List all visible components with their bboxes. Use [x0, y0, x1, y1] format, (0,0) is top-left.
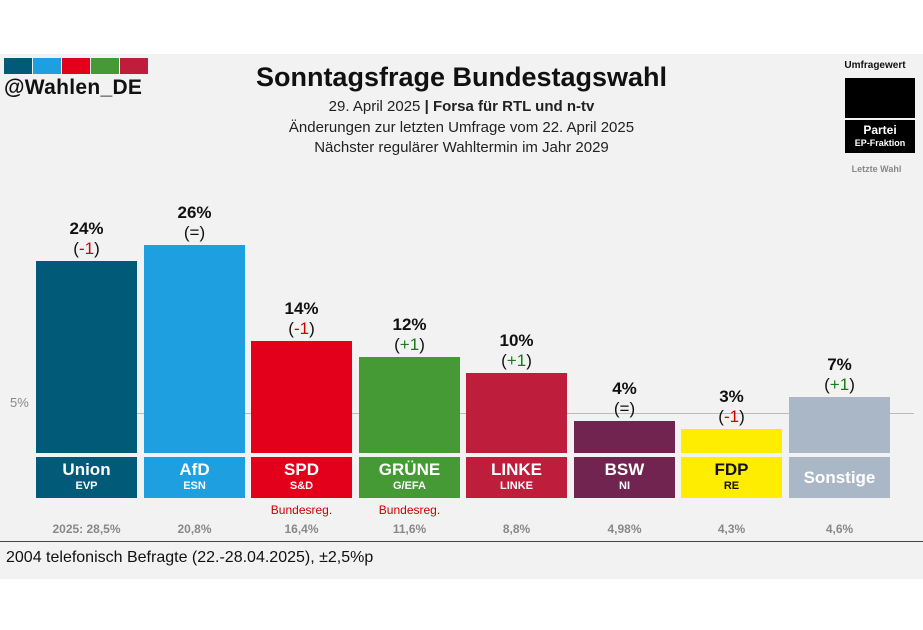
party-box-sonstige: Sonstige — [789, 457, 890, 498]
bar-bsw — [574, 421, 675, 453]
last-election-linke: 8,8% — [502, 522, 531, 536]
last-election-fdp: 4,3% — [717, 522, 746, 536]
bar-grne — [359, 357, 460, 453]
party-box-grne: GRÜNE G/EFA — [359, 457, 460, 498]
threshold-label: 5% — [10, 395, 29, 410]
party-box-fdp: FDP RE — [681, 457, 782, 498]
poll-institute: Forsa für RTL und n-tv — [432, 98, 595, 115]
party-name-grne: GRÜNE — [378, 460, 441, 479]
party-fraction-fdp: RE — [723, 480, 740, 492]
party-fraction-spd: S&D — [289, 480, 314, 492]
logo-square-3 — [62, 58, 90, 74]
party-box-union: Union EVP — [36, 457, 137, 498]
chart-title: Sonntagsfrage Bundestagswahl — [255, 62, 668, 92]
party-name-spd: SPD — [284, 460, 319, 479]
legend-title: Umfragewert — [844, 60, 906, 71]
government-label-spd: Bundesreg. — [270, 503, 333, 517]
footer-divider — [0, 541, 923, 542]
party-name-bsw: BSW — [604, 460, 645, 479]
bar-sonstige — [789, 397, 890, 453]
change-value-bsw: = — [619, 399, 630, 418]
change-label-bsw: (=) — [613, 399, 636, 418]
legend-fraction-label: EP-Fraktion — [854, 138, 906, 148]
party-fraction-union: EVP — [75, 480, 98, 492]
bottom-margin — [0, 579, 923, 630]
value-label-bsw: 4% — [612, 379, 637, 398]
bar-union — [36, 261, 137, 453]
party-box-bsw: BSW NI — [574, 457, 675, 498]
change-value-spd: -1 — [293, 319, 310, 338]
party-name-afd: AfD — [179, 460, 210, 479]
last-election-spd: 16,4% — [284, 522, 319, 536]
party-box-linke: LINKE LINKE — [466, 457, 567, 498]
bar-afd — [144, 245, 245, 453]
party-fraction-linke: LINKE — [500, 480, 533, 492]
party-name-fdp: FDP — [714, 460, 749, 479]
change-label-grne: (+1) — [394, 335, 425, 354]
party-box-spd: SPD S&D — [251, 457, 352, 498]
value-label-spd: 14% — [284, 299, 319, 318]
logo-square-1 — [4, 58, 32, 74]
legend-value-box — [845, 78, 915, 118]
changes-note: Änderungen zur letzten Umfrage vom 22. A… — [288, 119, 635, 136]
change-label-sonstige: (+1) — [824, 375, 855, 394]
legend-party-box: Partei EP-Fraktion — [845, 120, 915, 153]
government-label-grne: Bundesreg. — [378, 503, 441, 517]
change-label-linke: (+1) — [501, 351, 532, 370]
change-value-fdp: -1 — [723, 407, 740, 426]
last-election-union: 2025: 28,5% — [52, 522, 121, 536]
value-label-sonstige: 7% — [827, 355, 852, 374]
legend-party-label: Partei — [863, 123, 897, 137]
logo-square-5 — [120, 58, 148, 74]
title-separator: | — [424, 98, 429, 115]
next-election-note: Nächster regulärer Wahltermin im Jahr 20… — [314, 139, 609, 156]
change-value-afd: = — [189, 223, 200, 242]
party-name-sonstige: Sonstige — [803, 468, 876, 487]
last-election-bsw: 4,98% — [607, 522, 642, 536]
value-label-grne: 12% — [392, 315, 427, 334]
value-label-union: 24% — [69, 219, 104, 238]
logo-square-4 — [91, 58, 119, 74]
last-election-afd: 20,8% — [177, 522, 212, 536]
party-fraction-grne: G/EFA — [392, 480, 426, 492]
change-label-union: (-1) — [73, 239, 100, 258]
footer-sample-info: 2004 telefonisch Befragte (22.-28.04.202… — [6, 549, 374, 566]
bar-fdp — [681, 429, 782, 453]
change-value-union: -1 — [78, 239, 95, 258]
change-value-sonstige: +1 — [829, 375, 850, 394]
logo-square-2 — [33, 58, 61, 74]
value-label-fdp: 3% — [719, 387, 744, 406]
account-handle: @Wahlen_DE — [4, 76, 143, 99]
change-value-grne: +1 — [399, 335, 420, 354]
poll-date: 29. April 2025 — [328, 98, 421, 115]
change-label-spd: (-1) — [288, 319, 315, 338]
last-election-sonstige: 4,6% — [825, 522, 854, 536]
value-label-afd: 26% — [177, 203, 212, 222]
last-election-grne: 11,6% — [392, 522, 427, 536]
bar-linke — [466, 373, 567, 453]
subtitle-date-line: 29. April 2025 | Forsa für RTL und n-tv — [0, 98, 923, 115]
party-fraction-bsw: NI — [619, 480, 630, 492]
party-box-afd: AfD ESN — [144, 457, 245, 498]
change-label-afd: (=) — [183, 223, 206, 242]
bar-spd — [251, 341, 352, 453]
change-label-fdp: (-1) — [718, 407, 745, 426]
value-label-linke: 10% — [499, 331, 534, 350]
change-value-linke: +1 — [506, 351, 527, 370]
party-name-linke: LINKE — [491, 460, 542, 479]
party-fraction-afd: ESN — [183, 480, 206, 492]
legend-last-election: Letzte Wahl — [851, 164, 902, 174]
party-name-union: Union — [62, 460, 111, 479]
